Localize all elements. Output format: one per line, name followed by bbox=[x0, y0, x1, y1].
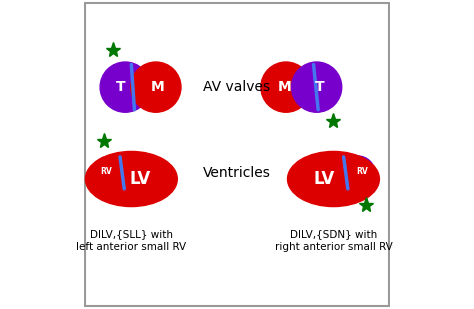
Text: LV: LV bbox=[314, 170, 335, 188]
Text: DILV,{SLL} with
left anterior small RV: DILV,{SLL} with left anterior small RV bbox=[76, 229, 186, 252]
Text: M: M bbox=[151, 80, 164, 94]
Circle shape bbox=[131, 62, 181, 112]
Circle shape bbox=[261, 62, 311, 112]
FancyBboxPatch shape bbox=[85, 3, 389, 306]
Text: T: T bbox=[116, 80, 126, 94]
Text: DILV,{SDN} with
right anterior small RV: DILV,{SDN} with right anterior small RV bbox=[274, 229, 392, 252]
Text: AV valves: AV valves bbox=[203, 80, 271, 94]
Text: Ventricles: Ventricles bbox=[203, 166, 271, 180]
Circle shape bbox=[93, 156, 127, 190]
Circle shape bbox=[100, 62, 150, 112]
Text: RV: RV bbox=[356, 167, 367, 176]
Text: T: T bbox=[315, 80, 325, 94]
Circle shape bbox=[292, 62, 342, 112]
Text: LV: LV bbox=[130, 170, 151, 188]
Text: M: M bbox=[278, 80, 292, 94]
Ellipse shape bbox=[85, 151, 177, 206]
Ellipse shape bbox=[288, 151, 379, 206]
Text: RV: RV bbox=[100, 167, 112, 176]
Circle shape bbox=[341, 156, 375, 190]
